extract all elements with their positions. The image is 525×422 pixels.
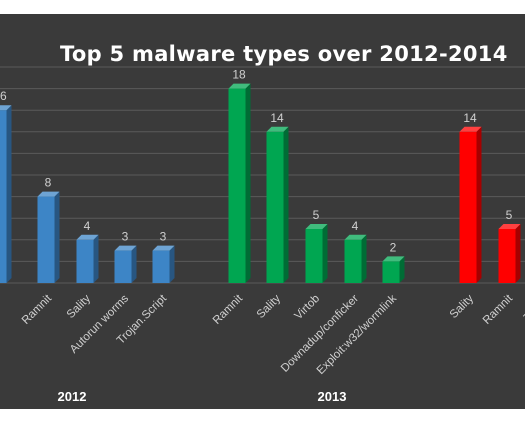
group-label: 2013 (318, 389, 347, 404)
bar-side (169, 245, 175, 283)
bar-top (37, 191, 60, 197)
bar-top (382, 256, 405, 262)
chart-area: 168Ramnit4Sality3Autorun worms3Trojan.Sc… (0, 14, 525, 409)
bar-top (228, 83, 251, 89)
bar (228, 88, 246, 283)
bar-side (6, 105, 12, 283)
bar (76, 239, 94, 283)
bar (382, 261, 400, 283)
bar-top (498, 224, 521, 229)
bar-side (131, 245, 137, 283)
bar-side (361, 234, 367, 283)
data-label: 14 (270, 111, 284, 125)
data-label: 14 (463, 111, 477, 125)
bar-side (283, 126, 289, 283)
data-label: 2 (390, 240, 397, 254)
bar (459, 131, 477, 283)
bar-top (76, 234, 99, 240)
bar (114, 250, 132, 283)
chart-svg: 168Ramnit4Sality3Autorun worms3Trojan.Sc… (0, 14, 525, 409)
bar (344, 239, 362, 283)
bar-side (322, 224, 328, 283)
data-label: 3 (122, 230, 129, 244)
bar-top (305, 224, 328, 229)
bar-top (459, 126, 482, 132)
bar-top (152, 245, 175, 251)
bar-side (399, 256, 405, 283)
bar-side (93, 234, 99, 283)
bar-side (476, 126, 482, 283)
bar-side (245, 83, 251, 283)
bar (266, 131, 284, 283)
chart-background (0, 14, 525, 409)
bar (305, 229, 323, 283)
bar (37, 196, 55, 283)
data-label: 4 (352, 219, 359, 233)
data-label: 8 (45, 176, 52, 190)
bar-top (344, 234, 367, 240)
bar (498, 229, 516, 283)
data-label: 4 (84, 219, 91, 233)
bar-top (0, 105, 12, 111)
bar-top (114, 245, 137, 251)
data-label: 16 (0, 89, 7, 103)
data-label: 3 (160, 230, 167, 244)
group-label: 2012 (58, 389, 87, 404)
bar (0, 110, 7, 283)
chart-title: Top 5 malware types over 2012-2014 (60, 42, 508, 66)
bar (152, 250, 170, 283)
data-label: 18 (232, 68, 246, 82)
bottom-margin (0, 409, 525, 422)
bar-side (515, 224, 521, 283)
data-label: 5 (313, 208, 320, 222)
bar-top (266, 126, 289, 132)
top-margin (0, 0, 525, 14)
data-label: 5 (506, 208, 513, 222)
bar-side (54, 191, 60, 283)
